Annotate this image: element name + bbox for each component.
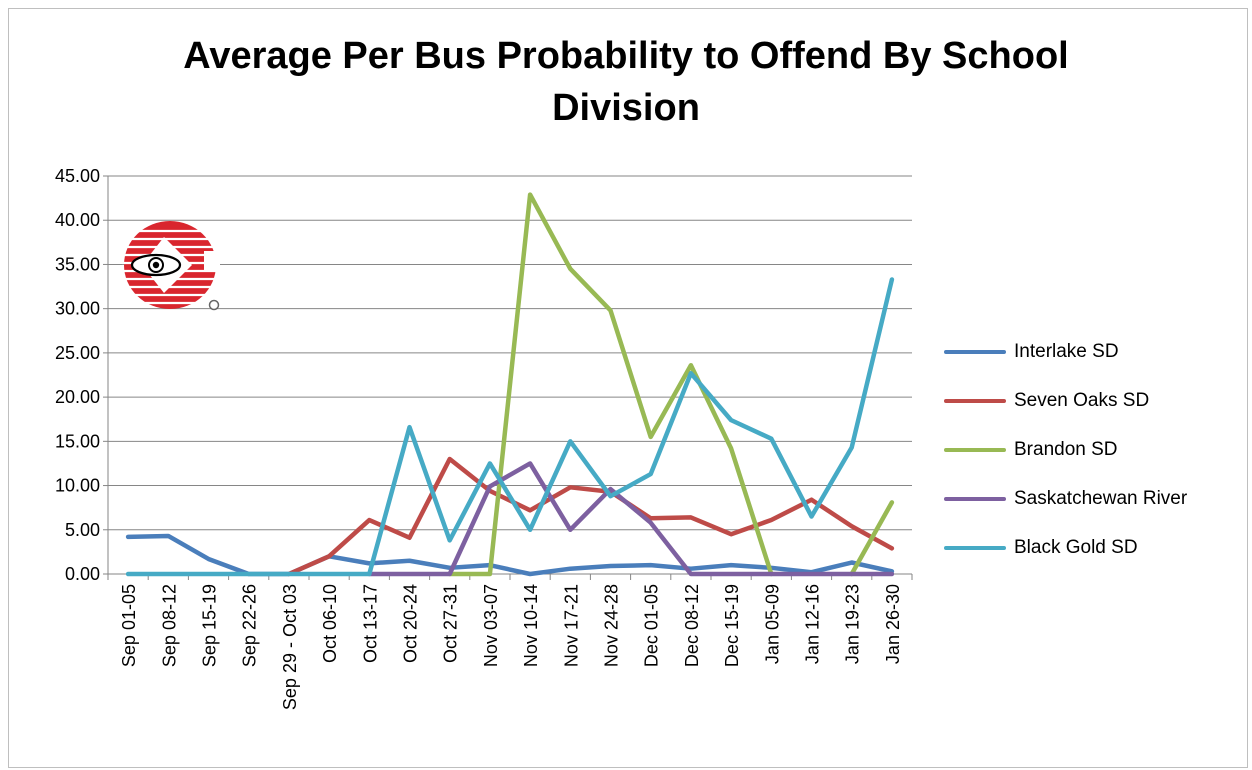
y-tick-label: 10.00: [55, 476, 100, 496]
eye-logo-icon: [122, 221, 220, 311]
x-tick-label: Nov 17-21: [561, 584, 581, 667]
legend-label: Interlake SD: [1014, 341, 1119, 362]
chart-title: Average Per Bus Probability to Offend By…: [0, 30, 1252, 134]
x-tick-label: Sep 08-12: [159, 584, 179, 667]
y-tick-label: 35.00: [55, 254, 100, 274]
series-line-brandon-sd: [849, 500, 895, 577]
x-tick-label: Nov 10-14: [521, 584, 541, 667]
chart-frame: [8, 8, 1248, 768]
x-tick-label: Sep 22-26: [240, 584, 260, 667]
legend-item: Black Gold SD: [944, 536, 1138, 560]
x-tick-label: Nov 03-07: [481, 584, 501, 667]
series-line-black-gold-sd: [125, 277, 895, 577]
legend-swatch: [944, 448, 1006, 452]
x-tick-label: Jan 26-30: [883, 584, 903, 664]
legend-item: Saskatchewan River: [944, 487, 1187, 511]
y-tick-label: 5.00: [65, 520, 100, 540]
y-tick-label: 20.00: [55, 387, 100, 407]
x-tick-label: Jan 19-23: [843, 584, 863, 664]
legend-swatch: [944, 546, 1006, 550]
x-tick-label: Oct 13-17: [360, 584, 380, 663]
x-tick-label: Sep 15-19: [200, 584, 220, 667]
x-tick-label: Nov 24-28: [602, 584, 622, 667]
legend-swatch: [944, 350, 1006, 354]
legend-label: Saskatchewan River: [1014, 488, 1188, 509]
legend-item: Seven Oaks SD: [944, 389, 1149, 413]
legend-swatch: [944, 399, 1006, 403]
legend-item: Interlake SD: [944, 340, 1119, 364]
y-tick-label: 45.00: [55, 166, 100, 186]
x-tick-label: Dec 01-05: [642, 584, 662, 667]
series-lines: [125, 192, 895, 577]
axes: [103, 175, 913, 580]
x-tick-label: Sep 29 - Oct 03: [280, 584, 300, 710]
y-tick-label: 25.00: [55, 343, 100, 363]
chart-title-line-2: Division: [552, 87, 700, 129]
y-tick-label: 30.00: [55, 299, 100, 319]
series-line-brandon-sd: [447, 192, 774, 577]
x-axis-tick-labels: Sep 01-05 Sep 08-12 Sep 15-19 Sep 22-26 Sep …: [119, 584, 903, 710]
y-tick-label: 40.00: [55, 210, 100, 230]
legend-label: Black Gold SD: [1014, 537, 1138, 558]
legend-label: Seven Oaks SD: [1014, 390, 1150, 411]
x-tick-label: Oct 06-10: [320, 584, 340, 663]
series-line-seven-oaks-sd: [286, 456, 895, 577]
x-tick-label: Dec 08-12: [682, 584, 702, 667]
series-line-interlake-sd: [125, 533, 895, 577]
x-tick-label: Oct 27-31: [441, 584, 461, 663]
x-tick-label: Jan 05-09: [762, 584, 782, 664]
legend-item: Brandon SD: [944, 438, 1118, 462]
x-tick-label: Jan 12-16: [803, 584, 823, 664]
y-tick-label: 0.00: [65, 564, 100, 584]
x-tick-label: Dec 15-19: [722, 584, 742, 667]
y-axis-tick-labels: 0.00 5.00 10.00 15.00 20.00 25.00 30.00 35.00 40…: [55, 166, 100, 584]
series-line-saskatchewan-river: [367, 461, 895, 577]
x-tick-label: Sep 01-05: [119, 584, 139, 667]
y-tick-label: 15.00: [55, 431, 100, 451]
chart-title-line-1: Average Per Bus Probability to Offend By…: [183, 35, 1069, 77]
x-tick-label: Oct 20-24: [401, 584, 421, 663]
legend-label: Brandon SD: [1014, 439, 1118, 460]
legend-swatch: [944, 497, 1006, 501]
